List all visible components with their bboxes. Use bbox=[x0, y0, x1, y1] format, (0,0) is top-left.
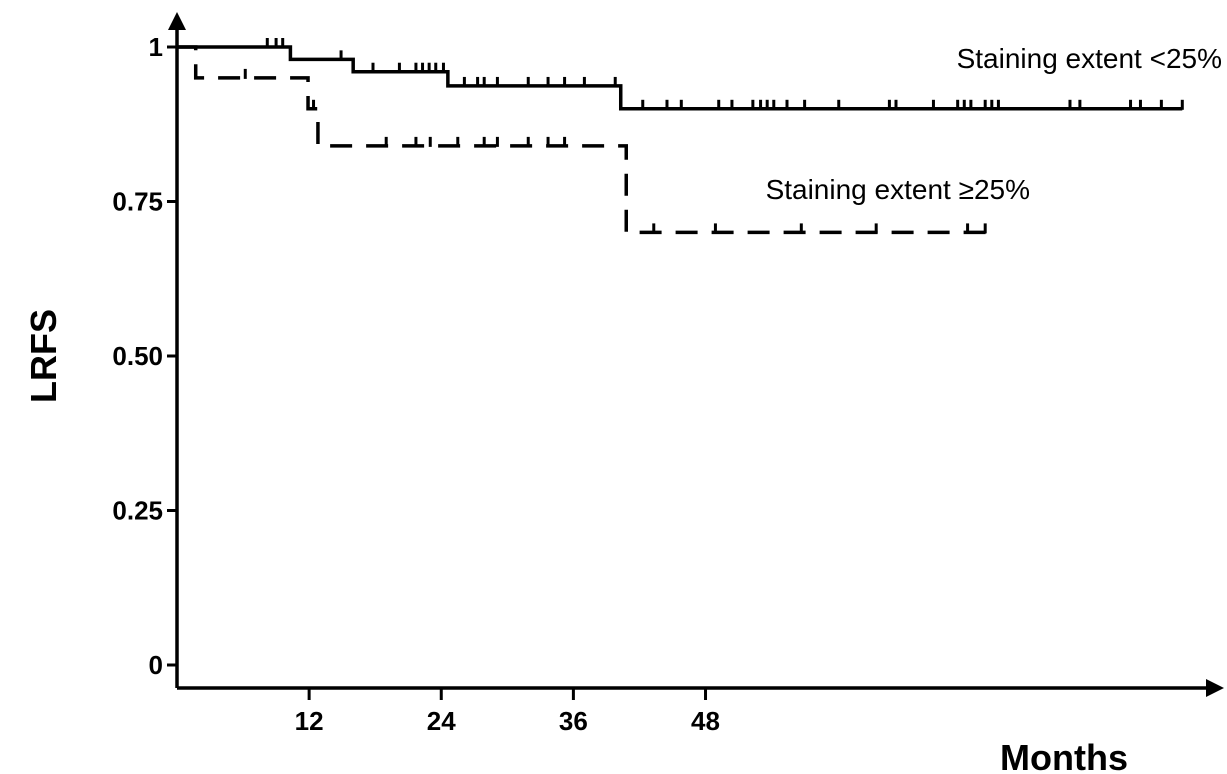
series-label-low-staining: Staining extent <25% bbox=[957, 43, 1222, 74]
text-labels: Months LRFS Staining extent <25% Staining e… bbox=[23, 43, 1222, 774]
y-tick-label: 1 bbox=[149, 32, 163, 62]
x-tick-label: 12 bbox=[295, 706, 324, 736]
x-tick-label: 24 bbox=[427, 706, 456, 736]
x-tick-label: 48 bbox=[691, 706, 720, 736]
y-axis-arrow bbox=[168, 12, 186, 30]
x-tick-label: 36 bbox=[559, 706, 588, 736]
series-lines bbox=[177, 45, 1183, 235]
y-tick-label: 0.75 bbox=[112, 187, 163, 217]
series-label-high-staining: Staining extent ≥25% bbox=[766, 174, 1030, 205]
x-axis-title: Months bbox=[1000, 737, 1128, 774]
y-tick-label: 0 bbox=[149, 650, 163, 680]
censor-marks bbox=[243, 38, 1184, 234]
y-tick-label: 0.25 bbox=[112, 496, 163, 526]
axes bbox=[168, 12, 1224, 697]
x-axis-arrow bbox=[1206, 679, 1224, 697]
y-tick-label: 0.50 bbox=[112, 341, 163, 371]
y-axis-title: LRFS bbox=[23, 309, 64, 403]
ticks: 0 0.25 0.50 0.75 1 12 24 36 48 bbox=[112, 32, 720, 736]
